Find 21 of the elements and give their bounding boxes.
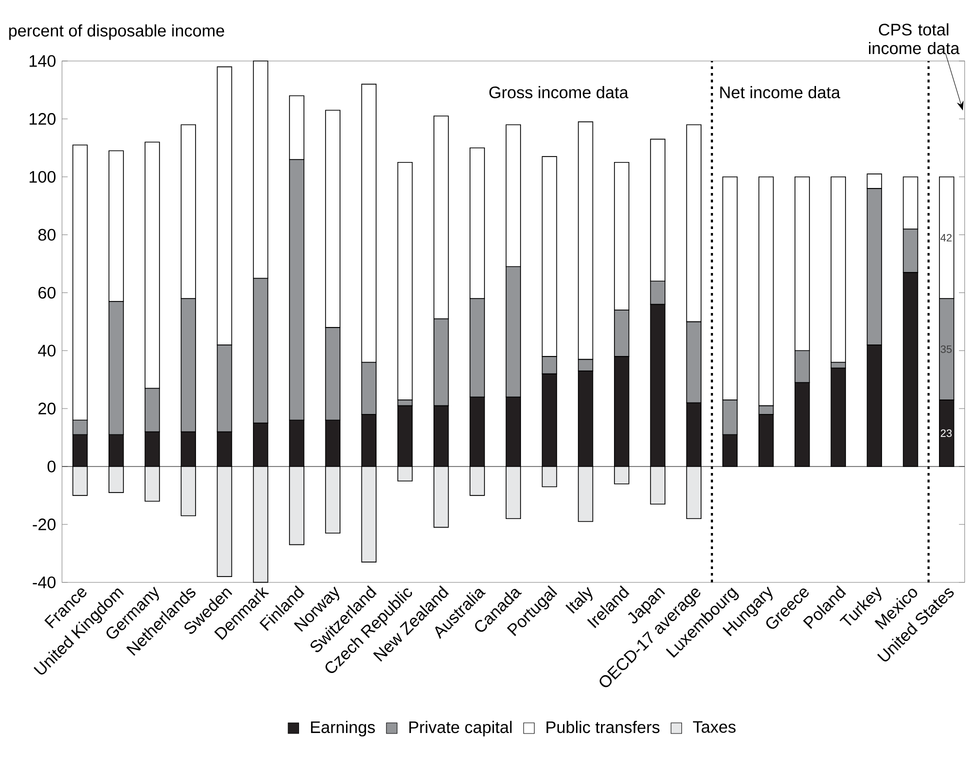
y-tick-label: -20	[32, 518, 56, 530]
y-axis-title: percent of disposable income	[9, 24, 224, 40]
data-label: 35	[940, 345, 952, 353]
legend-label: Public transfers	[546, 720, 660, 734]
y-tick-label: 120	[30, 113, 56, 125]
y-tick-label: -40	[32, 576, 56, 588]
data-label: 23	[940, 429, 952, 437]
y-tick-label: 80	[38, 228, 56, 241]
annotation: Gross income data	[489, 86, 628, 98]
y-tick-label: 60	[38, 286, 56, 299]
y-tick-label: 100	[30, 170, 56, 183]
y-tick-label: 140	[30, 55, 56, 67]
annotation: Net income data	[720, 86, 840, 98]
y-tick-label: 40	[38, 344, 56, 357]
text: CPS total income data	[869, 23, 960, 54]
legend-label: Earnings	[311, 720, 375, 736]
data-label: 42	[940, 234, 952, 242]
legend-label: Private capital	[409, 720, 512, 736]
y-tick-label: 20	[38, 402, 56, 414]
legend-label: Taxes	[693, 721, 736, 733]
y-tick-label: 0	[48, 460, 56, 472]
